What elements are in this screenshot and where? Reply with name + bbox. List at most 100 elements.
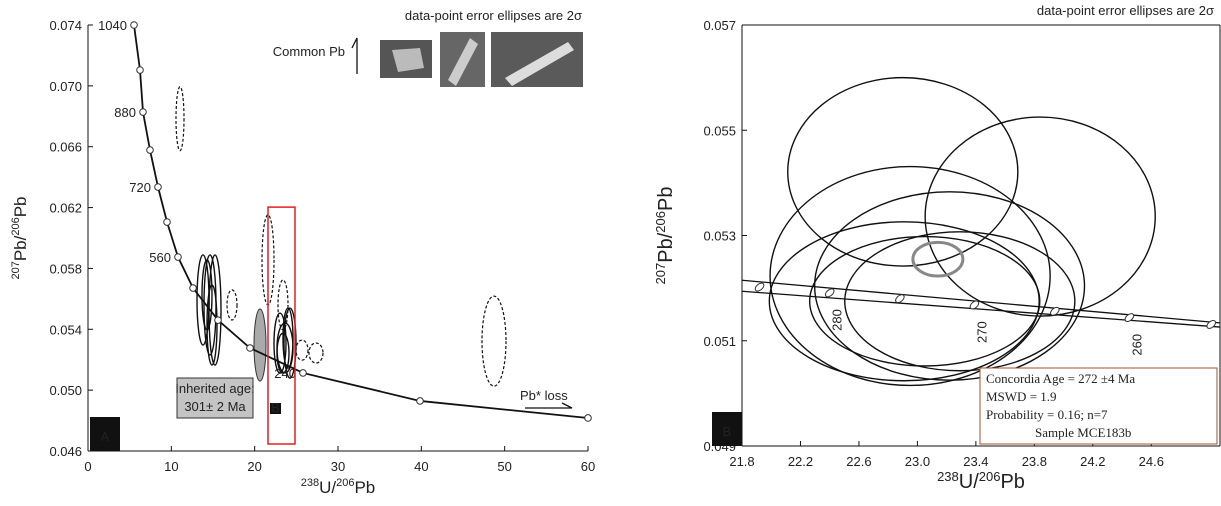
y-tick-label: 0.046 (49, 444, 82, 459)
age-marker (139, 108, 147, 116)
error-ellipse (308, 342, 324, 364)
axis-label-superscript: 206 (653, 211, 668, 233)
y-tick-label: 0.054 (49, 322, 82, 337)
y-tick-label: 0.062 (49, 201, 82, 216)
error-ellipse (273, 312, 287, 374)
x-tick-label: 40 (414, 459, 428, 474)
error-ellipse (277, 279, 289, 331)
axis-label-text: Pb/ (655, 232, 677, 262)
axis-label-text: U/ (959, 471, 979, 493)
age-marker (163, 218, 171, 226)
age-marker (136, 66, 144, 74)
age-label: 240 (274, 366, 296, 381)
age-label: 270 (974, 321, 989, 343)
error-ellipse (206, 284, 218, 366)
error-ellipse (844, 231, 1076, 372)
error-ellipse (481, 295, 507, 387)
x-tick-label: 10 (164, 459, 178, 474)
age-marker (130, 21, 138, 29)
age-label: 720 (129, 180, 151, 195)
x-tick-label: 24.6 (1139, 454, 1164, 469)
annotation: Common Pb (273, 44, 345, 59)
panel-label-box (90, 417, 120, 451)
age-marker (754, 282, 765, 292)
x-tick-label: 0 (84, 459, 91, 474)
panel-label-box (712, 412, 742, 446)
age-marker (246, 344, 254, 352)
photo-grain (448, 38, 478, 86)
inherited-box (176, 377, 254, 419)
axis-label-superscript: 206 (336, 477, 354, 489)
axis-label: 207Pb/206Pb (653, 187, 677, 285)
grain-photos (380, 32, 583, 87)
error-ellipse (813, 191, 1086, 381)
axis-label-superscript: 206 (10, 217, 22, 235)
annotation: Inherited age: (175, 381, 255, 396)
axis-label-superscript: 207 (10, 261, 22, 279)
note: data-point error ellipses are 2σ (405, 8, 582, 23)
x-tick-label: 23.8 (1022, 454, 1047, 469)
y-tick-label: 0.070 (49, 79, 82, 94)
y-tick-label: 0.055 (703, 123, 736, 138)
axis-label-superscript: 207 (653, 263, 668, 285)
age-marker (1050, 306, 1060, 316)
age-marker (1206, 319, 1217, 329)
panel-label: B (723, 424, 732, 439)
axis-label: 238U/206Pb (937, 469, 1025, 493)
x-tick-label: 22.2 (788, 454, 813, 469)
x-tick-label: 50 (497, 459, 511, 474)
age-label: 260 (1129, 334, 1144, 356)
axis-label: 207Pb/206Pb (10, 196, 30, 279)
photo-grain (392, 48, 424, 72)
x-tick-label: 23.4 (963, 454, 988, 469)
age-marker (969, 300, 980, 310)
x-tick-label: 24.2 (1080, 454, 1105, 469)
age-marker (299, 369, 307, 377)
y-tick-label: 0.057 (703, 18, 736, 33)
axis-label-text: Pb (1000, 471, 1024, 493)
arrow (351, 37, 358, 74)
age-marker (189, 284, 197, 292)
age-marker (174, 253, 182, 261)
error-ellipse (226, 289, 238, 321)
stats-text: Concordia Age = 272 ±4 Ma (986, 371, 1135, 386)
age-marker (1124, 313, 1135, 323)
x-tick-label: 20 (247, 459, 261, 474)
highlight-label-box (270, 403, 281, 415)
x-tick-label: 30 (331, 459, 345, 474)
error-ellipse (808, 235, 1041, 367)
x-tick-label: 22.6 (846, 454, 871, 469)
y-tick-label: 0.053 (703, 229, 736, 244)
age-marker (416, 397, 424, 405)
highlight-label: B (271, 400, 280, 415)
error-ellipse (769, 165, 1051, 387)
y-tick-label: 0.058 (49, 261, 82, 276)
y-tick-label: 0.051 (703, 334, 736, 349)
y-tick-label: 0.050 (49, 383, 82, 398)
axis-label-superscript: 238 (937, 469, 959, 484)
axis-label: 238U/206Pb (301, 477, 376, 497)
error-ellipse (282, 307, 294, 369)
stats-text: Probability = 0.16; n=7 (986, 407, 1108, 422)
arrow (525, 402, 573, 409)
axis-label-text: Pb/ (11, 235, 30, 261)
stats-text: MSWD = 1.9 (986, 389, 1057, 404)
stats-text: Sample MCE183b (1035, 425, 1131, 440)
age-marker (214, 316, 222, 324)
annotation: 301± 2 Ma (184, 399, 246, 414)
y-tick-label: 0.074 (49, 18, 82, 33)
note: data-point error ellipses are 2σ (1037, 3, 1214, 18)
photo-grain (505, 42, 574, 86)
age-marker (895, 294, 905, 304)
axis-label-text: U/ (319, 478, 336, 497)
stats-box (979, 367, 1218, 445)
age-label: 1040 (98, 18, 127, 33)
error-ellipse (253, 308, 267, 382)
x-tick-label: 21.8 (729, 454, 754, 469)
x-tick-label: 60 (581, 459, 595, 474)
age-label: 280 (830, 309, 845, 331)
age-marker (154, 183, 162, 191)
age-marker (584, 414, 592, 422)
age-marker (824, 288, 835, 298)
